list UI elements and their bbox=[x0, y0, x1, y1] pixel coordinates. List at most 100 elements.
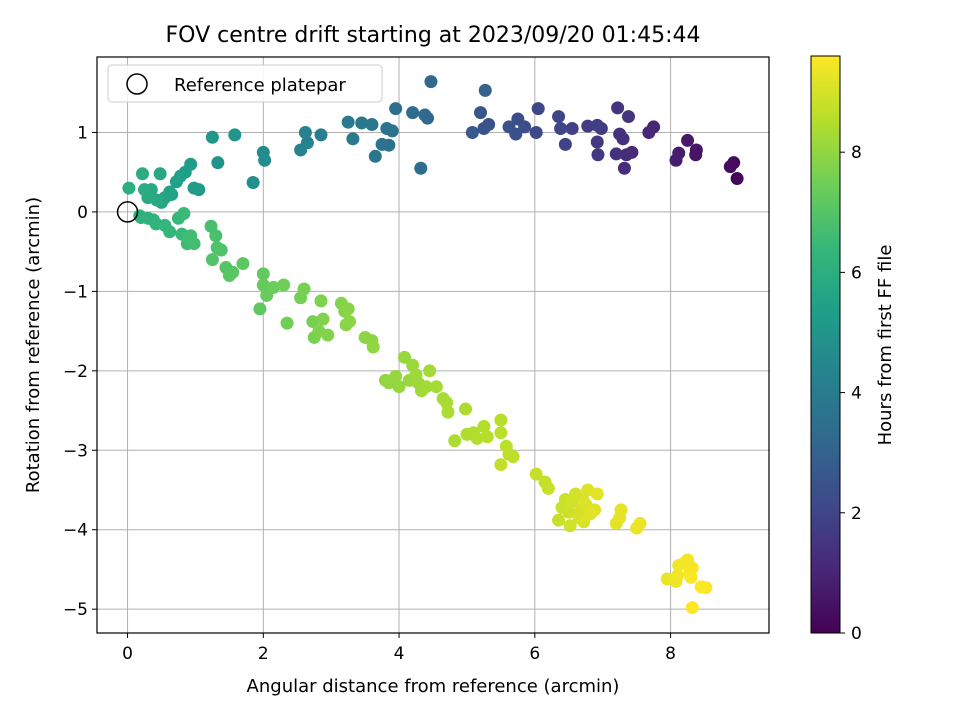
data-point bbox=[611, 101, 625, 115]
data-point bbox=[205, 253, 219, 267]
data-point bbox=[177, 207, 191, 221]
data-point bbox=[277, 278, 291, 292]
data-point bbox=[169, 175, 183, 189]
data-point bbox=[418, 108, 432, 122]
x-tick-label: 0 bbox=[122, 644, 133, 664]
data-point bbox=[314, 294, 328, 308]
data-point bbox=[122, 181, 136, 195]
data-point bbox=[256, 278, 270, 292]
data-point bbox=[368, 149, 382, 163]
data-point bbox=[494, 458, 508, 472]
data-point bbox=[723, 160, 737, 174]
data-point bbox=[609, 147, 623, 161]
data-point bbox=[613, 127, 627, 141]
data-point bbox=[258, 153, 272, 167]
y-tick-label: −3 bbox=[63, 441, 88, 461]
data-point bbox=[685, 601, 699, 615]
data-point bbox=[298, 125, 312, 139]
data-point bbox=[397, 350, 411, 364]
legend: Reference platepar bbox=[107, 64, 383, 103]
data-point bbox=[321, 328, 335, 342]
data-point bbox=[470, 431, 484, 445]
data-point bbox=[494, 426, 508, 440]
data-point bbox=[341, 115, 355, 129]
data-point bbox=[619, 148, 633, 162]
data-point bbox=[423, 364, 437, 378]
x-tick-label: 2 bbox=[258, 644, 269, 664]
data-point bbox=[474, 106, 488, 120]
data-point bbox=[392, 380, 406, 394]
data-point bbox=[414, 161, 428, 175]
data-point bbox=[294, 143, 308, 157]
x-axis-label: Angular distance from reference (arcmin) bbox=[247, 676, 620, 697]
data-point bbox=[614, 503, 628, 517]
data-point bbox=[699, 581, 713, 595]
data-point bbox=[681, 133, 695, 147]
data-point bbox=[135, 167, 149, 181]
data-point bbox=[419, 380, 433, 394]
data-point bbox=[280, 316, 294, 330]
colorbar-tick-label: 6 bbox=[851, 263, 862, 283]
data-point bbox=[670, 569, 684, 583]
data-point bbox=[226, 265, 240, 279]
data-point bbox=[730, 172, 744, 186]
colorbar-label: Hours from first FF file bbox=[875, 245, 896, 446]
data-point bbox=[153, 167, 167, 181]
data-point bbox=[214, 243, 228, 257]
data-point bbox=[406, 106, 420, 120]
data-point bbox=[375, 137, 389, 151]
colorbar-tick-label: 0 bbox=[851, 624, 862, 644]
data-point bbox=[380, 122, 394, 136]
data-point bbox=[552, 513, 566, 527]
data-point bbox=[256, 267, 270, 281]
data-point bbox=[590, 118, 604, 132]
grid-lines bbox=[97, 57, 769, 633]
y-tick-label: −1 bbox=[63, 282, 88, 302]
x-tick-label: 6 bbox=[529, 644, 540, 664]
data-point bbox=[138, 183, 152, 197]
legend-box bbox=[107, 64, 383, 103]
data-point bbox=[529, 467, 543, 481]
data-point bbox=[346, 132, 360, 146]
data-point bbox=[187, 237, 201, 251]
legend-marker-circle bbox=[126, 73, 148, 95]
data-point bbox=[211, 156, 225, 170]
y-tick-label: −5 bbox=[63, 600, 88, 620]
data-point bbox=[365, 118, 379, 132]
data-point bbox=[502, 120, 516, 134]
data-point bbox=[685, 561, 699, 575]
data-point bbox=[228, 128, 242, 142]
data-point bbox=[563, 519, 577, 533]
data-point bbox=[343, 315, 357, 329]
y-axis-ticks: −5 −4 −3 −2 −1 0 1 bbox=[63, 123, 97, 620]
data-point bbox=[389, 102, 403, 116]
data-point bbox=[424, 75, 438, 89]
colorbar-tick-label: 2 bbox=[851, 504, 862, 524]
data-point bbox=[669, 153, 683, 167]
data-point bbox=[355, 116, 369, 130]
data-point bbox=[341, 302, 355, 316]
data-point bbox=[642, 125, 656, 139]
colorbar-tick-label: 8 bbox=[851, 143, 862, 163]
data-point bbox=[297, 282, 311, 296]
y-axis-label: Rotation from reference (arcmin) bbox=[23, 197, 44, 493]
data-point bbox=[266, 280, 280, 294]
x-tick-label: 8 bbox=[665, 644, 676, 664]
y-tick-label: 1 bbox=[77, 123, 88, 143]
data-point bbox=[506, 450, 520, 464]
data-point bbox=[621, 110, 635, 124]
data-point bbox=[477, 419, 491, 433]
x-tick-label: 4 bbox=[394, 644, 405, 664]
data-point bbox=[478, 83, 492, 97]
data-point bbox=[480, 430, 494, 444]
data-point bbox=[429, 380, 443, 394]
data-point bbox=[591, 148, 605, 162]
data-point bbox=[163, 225, 177, 239]
data-point bbox=[448, 434, 462, 448]
plot-frame bbox=[96, 56, 770, 634]
data-point bbox=[441, 405, 455, 419]
data-point bbox=[209, 229, 223, 243]
data-point bbox=[314, 128, 328, 142]
reference-marker bbox=[116, 201, 139, 223]
